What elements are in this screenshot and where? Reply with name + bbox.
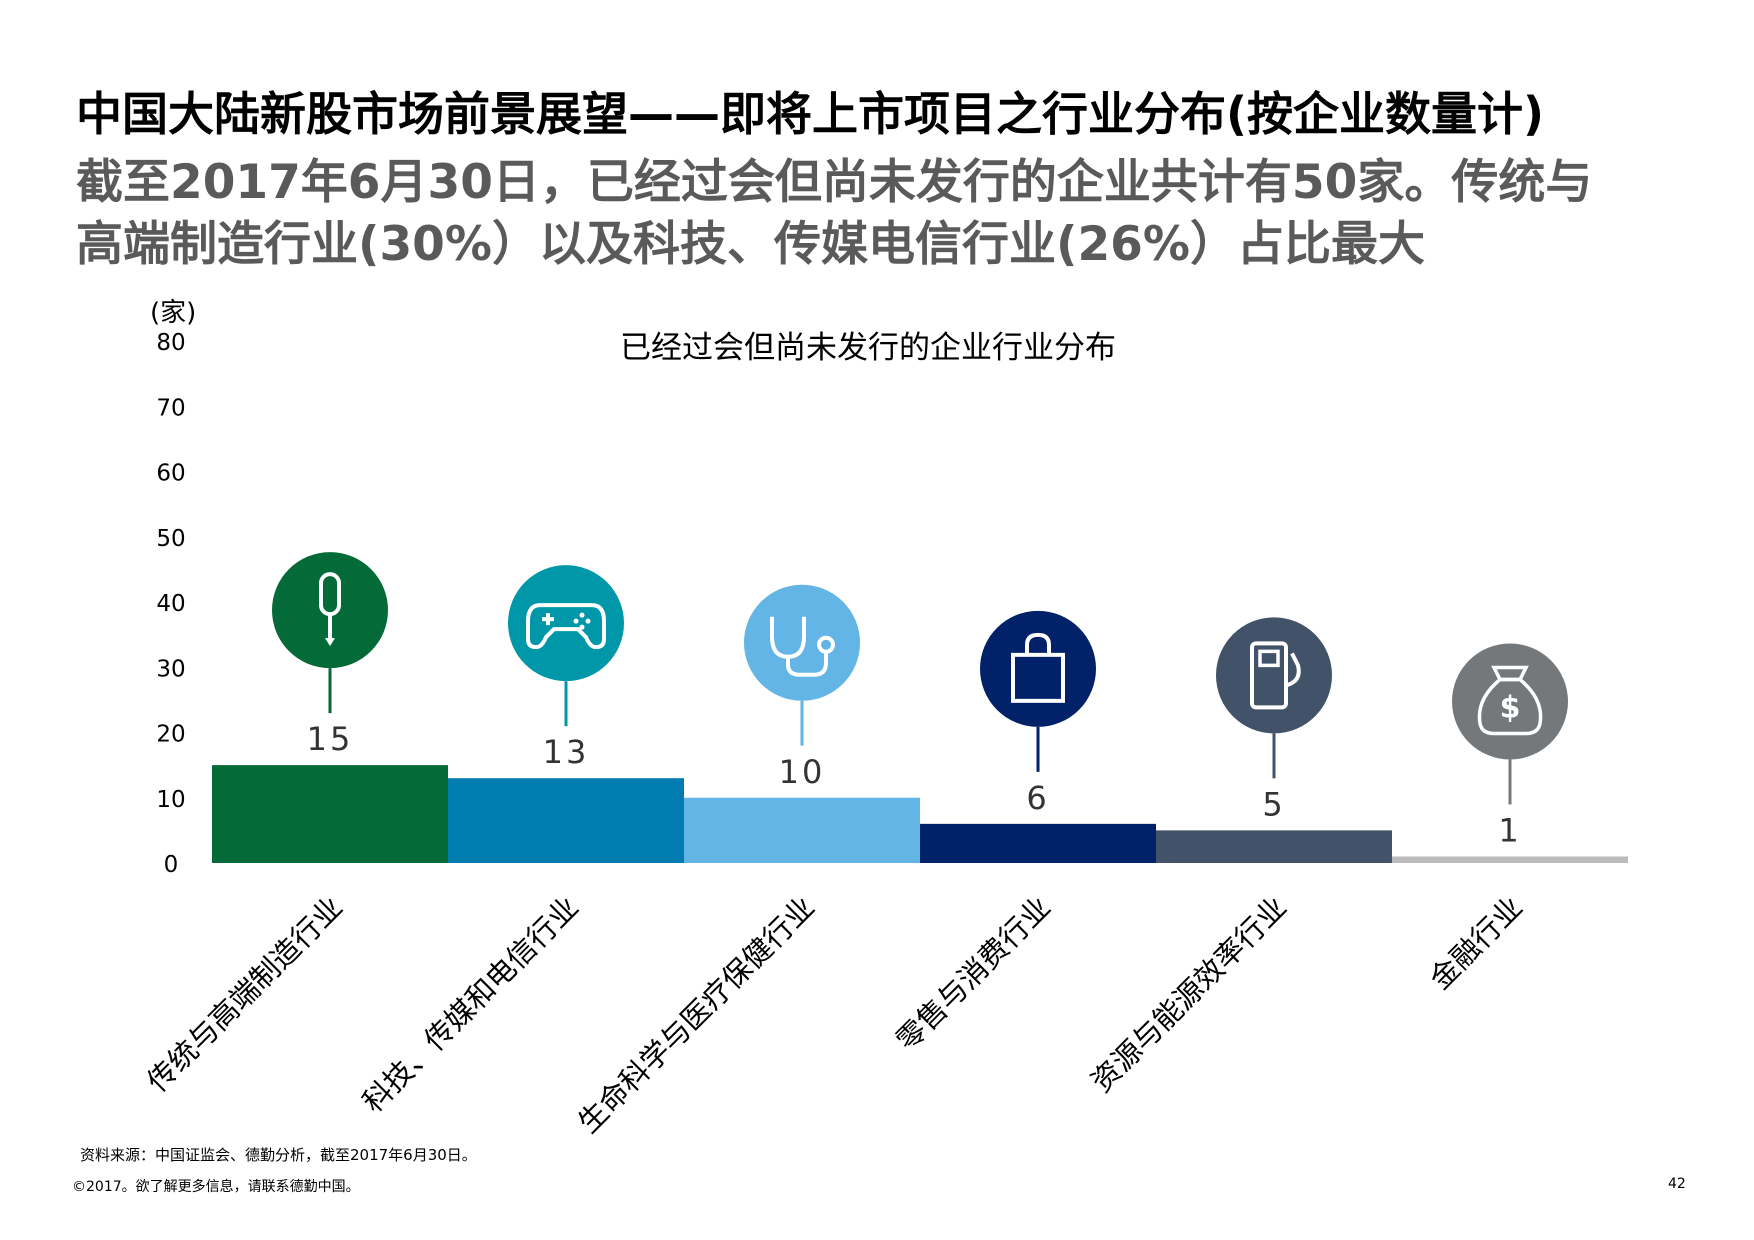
y-tick-label: 10 bbox=[156, 787, 185, 813]
page-subtitle: 截至2017年6月30日，已经过会但尚未发行的企业共计有50家。传统与 高端制造… bbox=[76, 152, 1716, 276]
source-note: 资料来源：中国证监会、德勤分析，截至2017年6月30日。 bbox=[80, 1146, 477, 1164]
bar bbox=[1156, 830, 1392, 863]
bar bbox=[448, 778, 684, 863]
svg-text:$: $ bbox=[1500, 690, 1521, 725]
page-title: 中国大陆新股市场前景展望——即将上市项目之行业分布(按企业数量计) bbox=[76, 87, 1545, 141]
x-category-label: 传统与高端制造行业 bbox=[140, 890, 349, 1099]
data-label: 10 bbox=[779, 753, 826, 791]
y-tick-label: 50 bbox=[156, 526, 185, 552]
y-tick-label: 20 bbox=[156, 722, 185, 748]
icon-badge bbox=[508, 565, 624, 682]
x-category-label: 金融行业 bbox=[1423, 890, 1529, 996]
chart-title: 已经过会但尚未发行的企业行业分布 bbox=[620, 330, 1116, 366]
y-axis-unit-label: (家) bbox=[150, 298, 197, 328]
data-label: 15 bbox=[307, 720, 354, 758]
page-number: 42 bbox=[1668, 1176, 1686, 1192]
x-category-label: 科技、传媒和电信行业 bbox=[356, 890, 585, 1119]
gamepad-icon bbox=[526, 603, 606, 650]
x-category-label: 资源与能源效率行业 bbox=[1084, 890, 1293, 1099]
x-category-label: 零售与消费行业 bbox=[889, 890, 1057, 1058]
y-tick-label: 60 bbox=[156, 461, 185, 487]
y-tick-label: 40 bbox=[156, 591, 185, 617]
data-label: 13 bbox=[543, 733, 590, 771]
fuel-pump-icon bbox=[1250, 641, 1301, 710]
shopping-bag-icon bbox=[1011, 632, 1065, 703]
copyright-note: ©2017。欲了解更多信息，请联系德勤中国。 bbox=[72, 1179, 360, 1195]
bar bbox=[684, 797, 920, 863]
stethoscope-icon bbox=[770, 616, 835, 677]
bar bbox=[920, 823, 1156, 863]
icon-badge bbox=[272, 552, 388, 669]
bar bbox=[212, 765, 448, 863]
y-tick-label: 70 bbox=[156, 395, 185, 421]
data-label: 6 bbox=[1026, 779, 1049, 817]
y-tick-label: 0 bbox=[164, 852, 179, 878]
icon-badge bbox=[1216, 617, 1332, 734]
data-label: 5 bbox=[1262, 785, 1285, 823]
data-label: 1 bbox=[1498, 811, 1521, 849]
icon-badge bbox=[980, 610, 1096, 727]
subtitle-line-1: 截至2017年6月30日，已经过会但尚未发行的企业共计有50家。传统与 bbox=[76, 155, 1593, 210]
y-tick-label: 30 bbox=[156, 656, 185, 682]
bar bbox=[1392, 856, 1628, 863]
screwdriver-icon bbox=[319, 572, 341, 647]
x-category-label: 生命科学与医疗保健行业 bbox=[571, 890, 821, 1140]
icon-badge bbox=[1452, 643, 1568, 760]
y-tick-label: 80 bbox=[156, 330, 185, 356]
money-bag-icon: $ bbox=[1477, 665, 1543, 736]
subtitle-line-2: 高端制造行业(30%）以及科技、传媒电信行业(26%）占比最大 bbox=[76, 217, 1425, 272]
